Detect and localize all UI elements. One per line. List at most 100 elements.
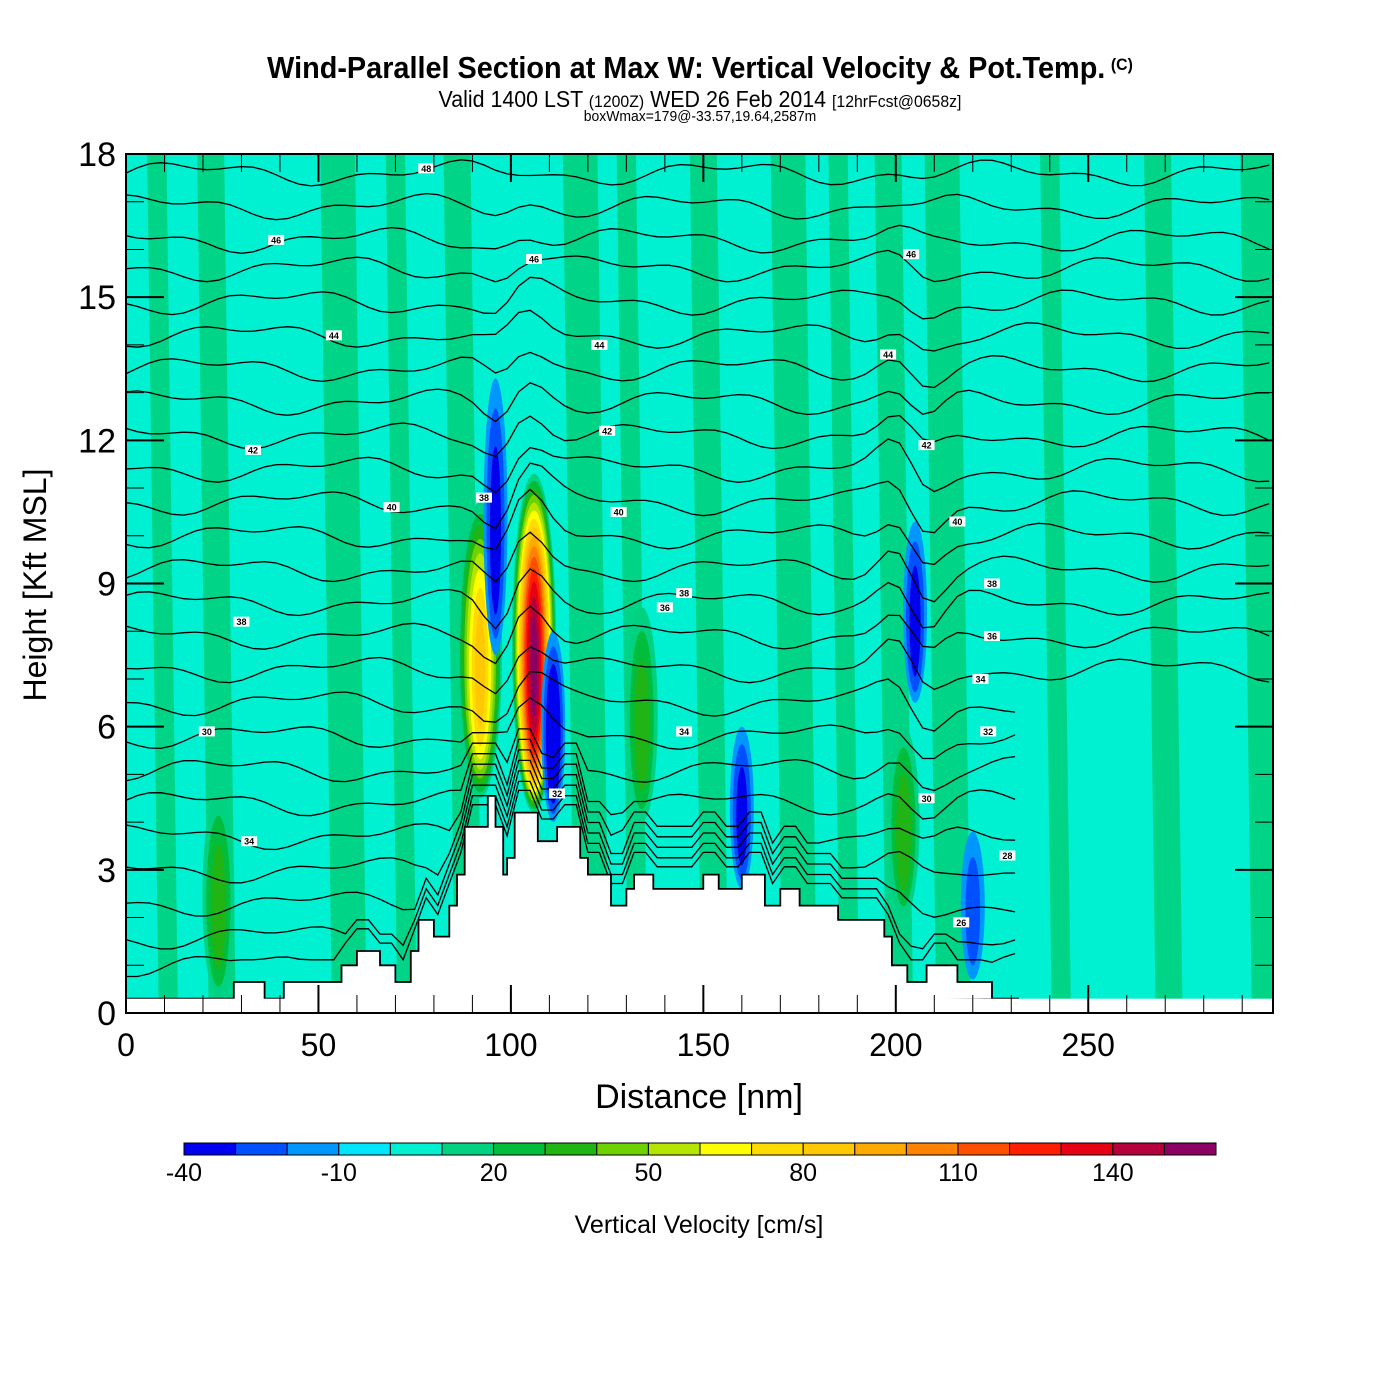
contour-label: 34 <box>676 726 693 737</box>
svg-text:48: 48 <box>421 164 431 174</box>
colorbar-segment <box>751 1142 804 1156</box>
colorbar-segment <box>493 1142 546 1156</box>
x-tick-label: 250 <box>1062 1027 1115 1063</box>
theta-contour <box>126 568 1270 630</box>
weak-updraft-streak <box>562 154 610 1013</box>
colorbar-segment <box>1163 1142 1217 1156</box>
svg-text:42: 42 <box>602 426 612 436</box>
theta-contour <box>126 309 1270 352</box>
downdraft-core <box>729 726 754 889</box>
downdraft-core <box>903 521 928 703</box>
y-tick-label: 18 <box>78 136 116 174</box>
contour-label: 34 <box>241 836 258 847</box>
x-axis-label: Distance [nm] <box>595 1078 803 1116</box>
theta-contour <box>126 414 1270 458</box>
colorbar-tick-label: 140 <box>1092 1159 1134 1187</box>
svg-text:40: 40 <box>614 507 624 517</box>
svg-text:34: 34 <box>679 727 689 737</box>
theta-contour <box>126 780 1016 950</box>
theta-contour <box>126 738 1016 820</box>
contour-label: 38 <box>475 492 492 503</box>
svg-text:46: 46 <box>906 250 916 260</box>
contour-label: 48 <box>418 163 435 174</box>
svg-text:32: 32 <box>552 789 562 799</box>
y-tick-label: 12 <box>78 422 116 460</box>
y-axis-label: Height [Kft MSL] <box>17 469 53 702</box>
svg-text:38: 38 <box>679 589 689 599</box>
y-tick-label: 15 <box>78 279 116 317</box>
contour-label: 36 <box>984 630 1001 641</box>
x-tick-label: 100 <box>484 1027 537 1063</box>
y-tick-label: 9 <box>97 566 116 604</box>
colorbar-tick-labels: -40 -10 20 50 80 110 140 <box>166 1159 1134 1187</box>
updraft-core <box>202 793 235 999</box>
colorbar-segment <box>235 1142 288 1156</box>
theta-contour <box>126 638 1270 695</box>
theta-contour <box>126 192 1270 221</box>
valid-date: WED 26 Feb 2014 <box>650 86 827 112</box>
colorbar-segment <box>1060 1142 1114 1156</box>
valid-local-time: Valid 1400 LST <box>438 86 583 112</box>
colorbar-tick-label: -10 <box>321 1159 357 1187</box>
contour-label: 40 <box>610 506 627 517</box>
colorbar-segment <box>802 1142 856 1156</box>
axis-ticks <box>125 153 1273 1014</box>
contour-label: 42 <box>245 444 262 455</box>
contour-label: 42 <box>918 440 935 451</box>
colorbar-segment <box>905 1142 959 1156</box>
y-tick-label: 6 <box>97 709 116 747</box>
contour-label: 44 <box>880 349 897 360</box>
weak-updraft-streak <box>828 154 860 1013</box>
colorbar-tick-label: 50 <box>634 1159 662 1187</box>
x-tick-label: 150 <box>677 1027 730 1063</box>
theta-contour <box>126 671 1016 732</box>
w-level-band <box>736 766 748 866</box>
theta-contour <box>126 759 1016 884</box>
downdraft-core <box>960 831 985 980</box>
contour-label: 46 <box>268 234 285 245</box>
svg-text:32: 32 <box>983 727 993 737</box>
contour-label: 44 <box>325 330 342 341</box>
svg-text:46: 46 <box>529 254 539 264</box>
w-level-band <box>896 773 911 890</box>
contour-label: 46 <box>903 249 920 260</box>
w-level-band <box>634 659 650 791</box>
chart-title: Wind-Parallel Section at Max W: Vertical… <box>49 50 1351 86</box>
theta-contour <box>126 276 1270 320</box>
colorbar-segment <box>647 1142 701 1156</box>
colorbar-segment <box>389 1142 443 1156</box>
theta-contour <box>126 531 1270 603</box>
svg-text:30: 30 <box>922 794 932 804</box>
contour-label: 28 <box>999 850 1016 861</box>
theta-contour <box>126 159 1270 187</box>
svg-text:36: 36 <box>660 603 670 613</box>
contour-label: 26 <box>953 917 970 928</box>
contour-label: 30 <box>198 726 215 737</box>
potential-temperature-contours <box>126 159 1270 978</box>
theta-contour <box>126 749 1016 851</box>
svg-text:46: 46 <box>271 235 281 245</box>
terrain-base <box>126 998 1273 1013</box>
svg-text:38: 38 <box>479 493 489 503</box>
weak-updraft-streak <box>689 154 729 1013</box>
svg-text:26: 26 <box>956 918 966 928</box>
theta-contour <box>126 224 1270 254</box>
weak-updraft-streak <box>385 154 417 1013</box>
colorbar-tick-label: 20 <box>480 1159 508 1187</box>
svg-text:34: 34 <box>975 674 985 684</box>
contour-label: 30 <box>918 793 935 804</box>
contour-label: 32 <box>980 726 997 737</box>
contour-label: 40 <box>383 502 400 513</box>
weak-updraft-streak <box>1144 154 1183 1013</box>
forecast-info: [12hrFcst@0658z] <box>832 92 962 111</box>
contour-label: 36 <box>656 602 673 613</box>
colorbar-segment <box>441 1142 495 1156</box>
colorbar-segment <box>338 1142 391 1156</box>
contour-label: 42 <box>599 425 616 436</box>
svg-text:44: 44 <box>883 350 893 360</box>
theta-contour <box>126 789 1016 978</box>
theta-contour <box>126 249 1270 283</box>
w-level-band <box>548 686 558 789</box>
contour-label: 38 <box>676 588 693 599</box>
terrain-profile <box>126 795 1020 1013</box>
